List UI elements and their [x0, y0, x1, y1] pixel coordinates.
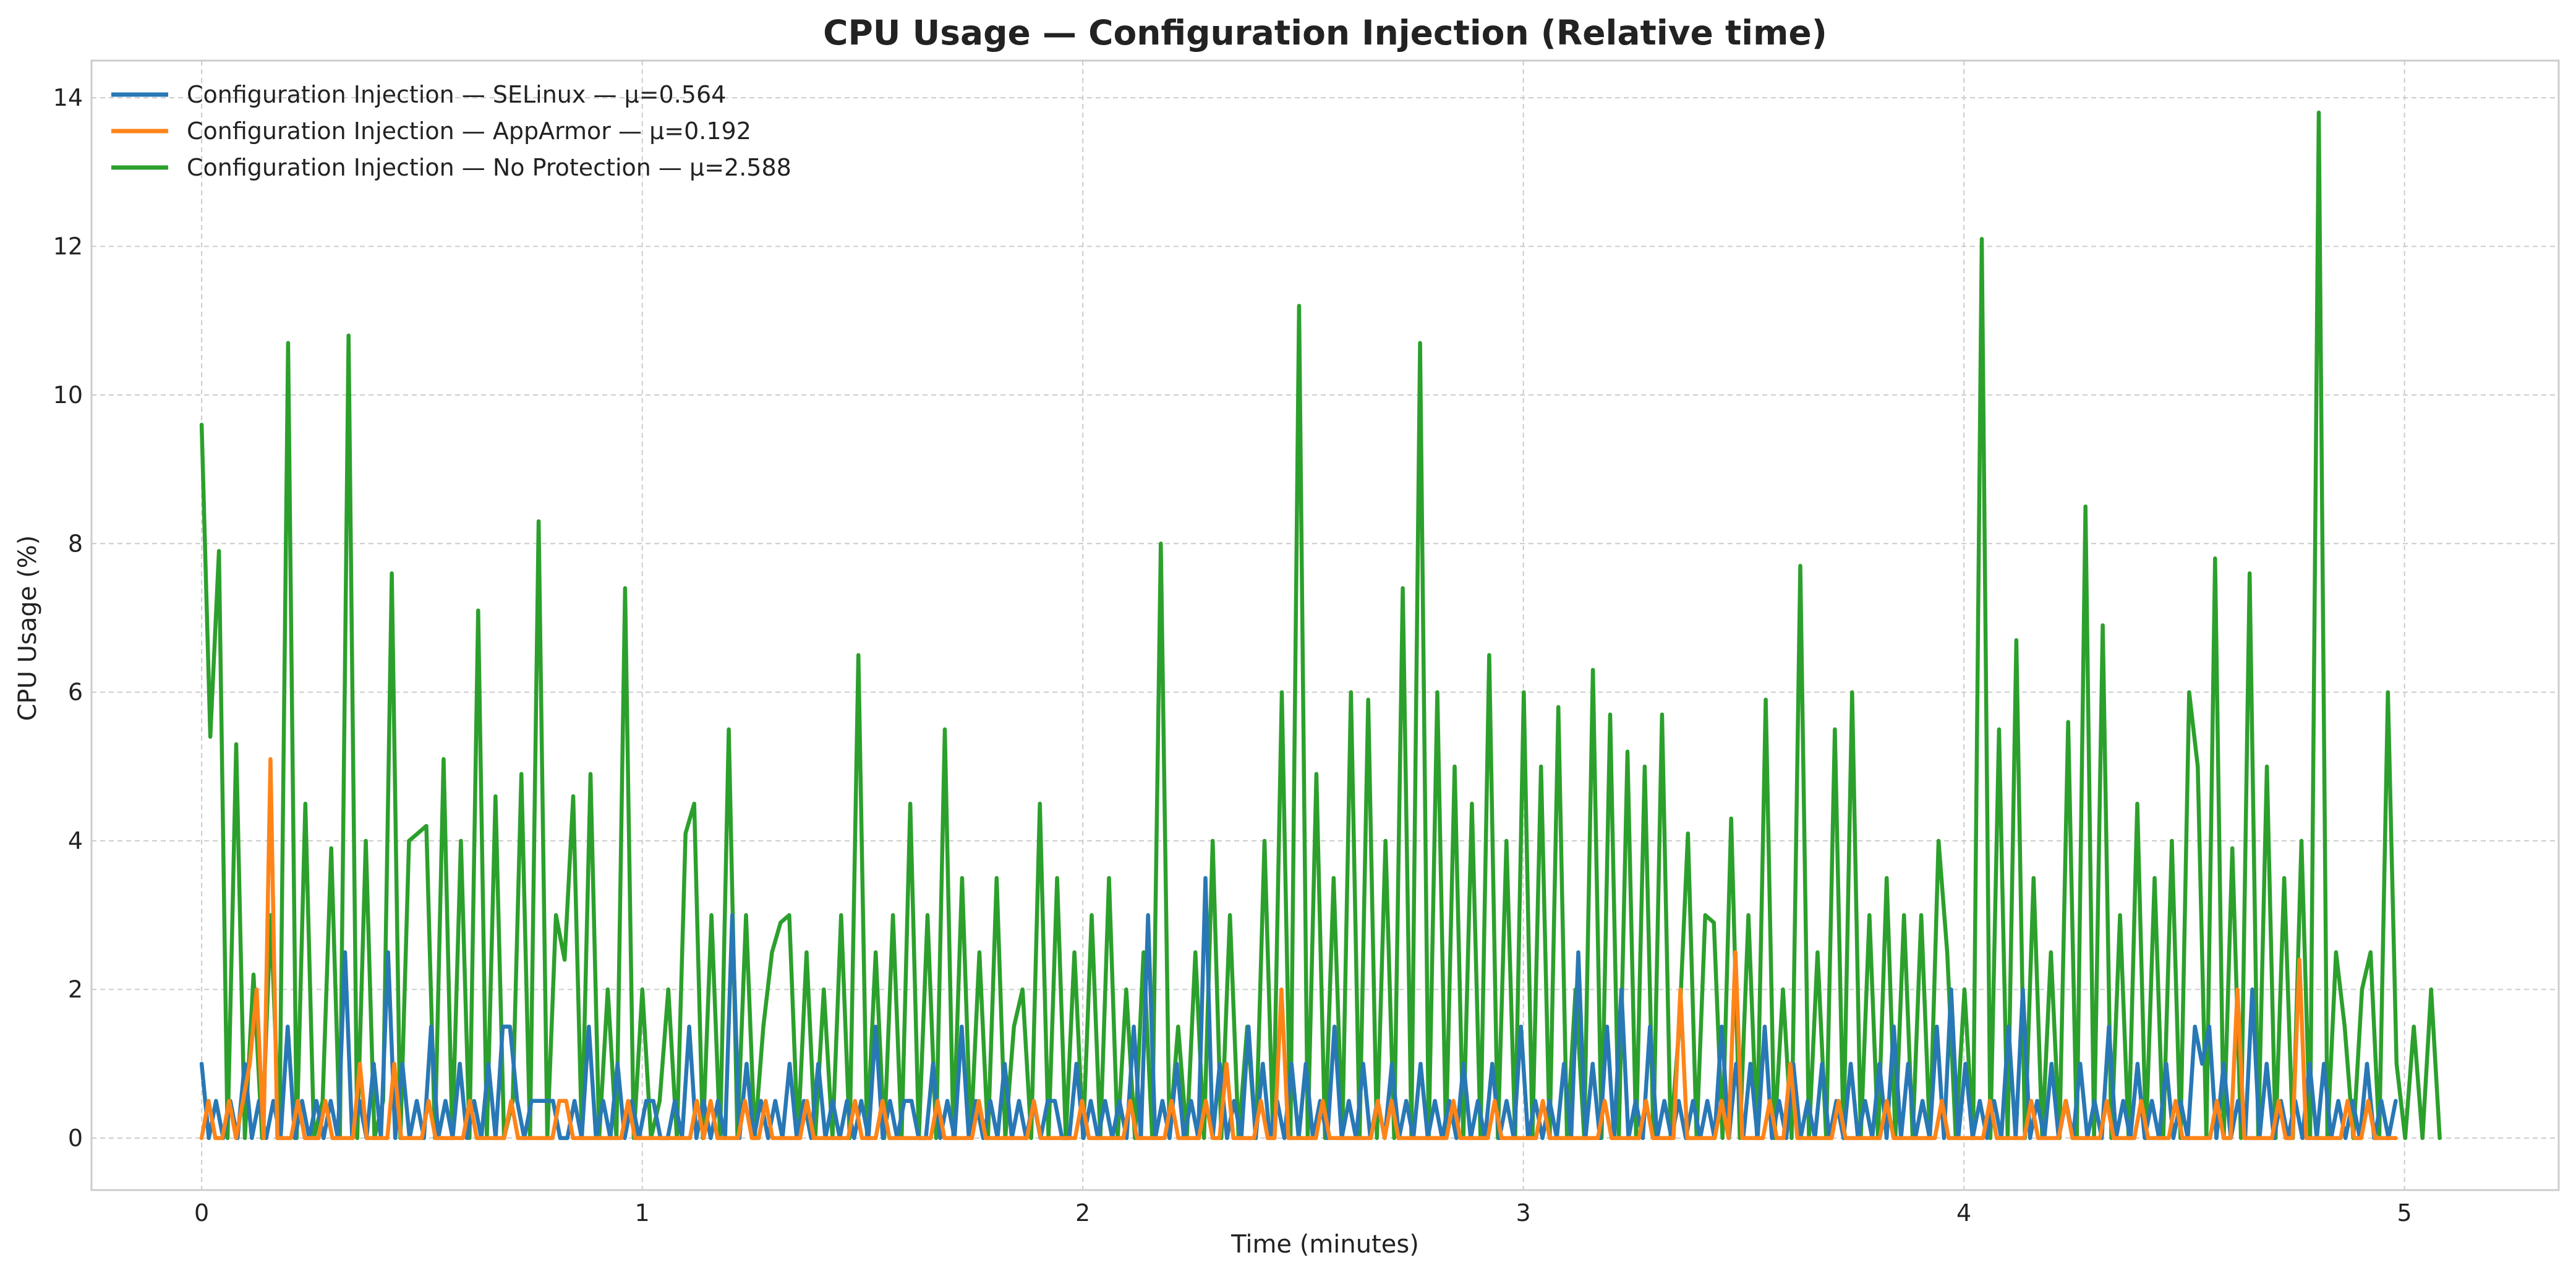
y-tick-label: 6	[68, 679, 83, 706]
chart-title: CPU Usage — Configuration Injection (Rel…	[823, 13, 1827, 53]
y-tick-label: 14	[53, 84, 83, 111]
series-layer	[199, 110, 2442, 1141]
x-tick-label: 5	[2397, 1199, 2412, 1227]
y-tick-label: 2	[68, 976, 83, 1003]
x-axis-label: Time (minutes)	[1230, 1230, 1419, 1259]
y-tick-label: 10	[53, 381, 83, 409]
x-tick-label: 3	[1516, 1199, 1531, 1227]
x-tick-label: 4	[1956, 1199, 1971, 1227]
legend-entry: Configuration Injection — AppArmor — μ=0…	[187, 117, 751, 145]
series-line-2	[199, 110, 2442, 1141]
legend-entry: Configuration Injection — SELinux — μ=0.…	[187, 81, 726, 108]
x-tick-label: 1	[635, 1199, 650, 1227]
y-axis-label: CPU Usage (%)	[14, 535, 42, 721]
plot-frame	[90, 59, 2560, 1191]
legend-entry: Configuration Injection — No Protection …	[187, 154, 791, 181]
x-tick-label: 0	[194, 1199, 209, 1227]
series-line-1	[199, 757, 2398, 1141]
y-tick-label: 0	[68, 1125, 83, 1152]
y-tick-label: 8	[68, 530, 83, 557]
x-tick-label: 2	[1075, 1199, 1090, 1227]
y-tick-label: 12	[53, 232, 83, 260]
legend: Configuration Injection — SELinux — μ=0.…	[111, 81, 791, 181]
y-tick-label: 4	[68, 827, 83, 854]
grid-layer	[92, 61, 2559, 1190]
